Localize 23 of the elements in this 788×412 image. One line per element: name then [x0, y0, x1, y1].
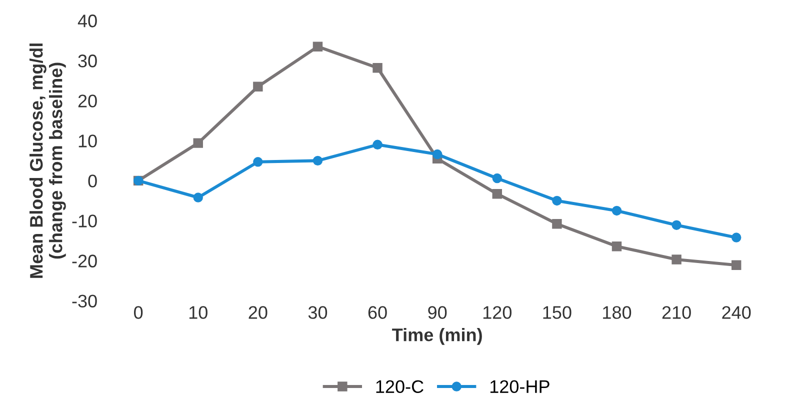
- x-tick-label: 30: [308, 306, 328, 319]
- x-tick-label: 180: [603, 306, 632, 319]
- x-tick-label: 120: [483, 306, 512, 319]
- y-tick-label: 10: [78, 134, 97, 148]
- y-tick-label: 0: [88, 174, 97, 188]
- y-tick-label: -10: [72, 214, 97, 228]
- x-tick-label: 150: [543, 306, 572, 319]
- y-tick-label: 20: [78, 94, 97, 108]
- x-tick-label: 10: [189, 306, 208, 319]
- x-tick-label: 60: [368, 306, 387, 319]
- x-axis-title: Time (min): [392, 328, 482, 345]
- y-tick-label: -20: [72, 254, 97, 268]
- legend-label: 120-HP: [490, 380, 550, 394]
- x-tick-label: 20: [248, 306, 268, 319]
- x-tick-label: 240: [722, 306, 751, 319]
- legend-label: 120-C: [376, 380, 424, 394]
- x-tick-label: 90: [428, 306, 447, 319]
- y-tick-label: 30: [78, 54, 97, 68]
- x-tick-label: 210: [662, 306, 691, 319]
- y-tick-label: -30: [72, 294, 97, 308]
- x-tick-label: 0: [134, 306, 143, 319]
- y-axis-title: Mean Blood Glucose, mg/dl (change from baseline): [29, 44, 66, 278]
- y-tick-label: 40: [78, 14, 97, 28]
